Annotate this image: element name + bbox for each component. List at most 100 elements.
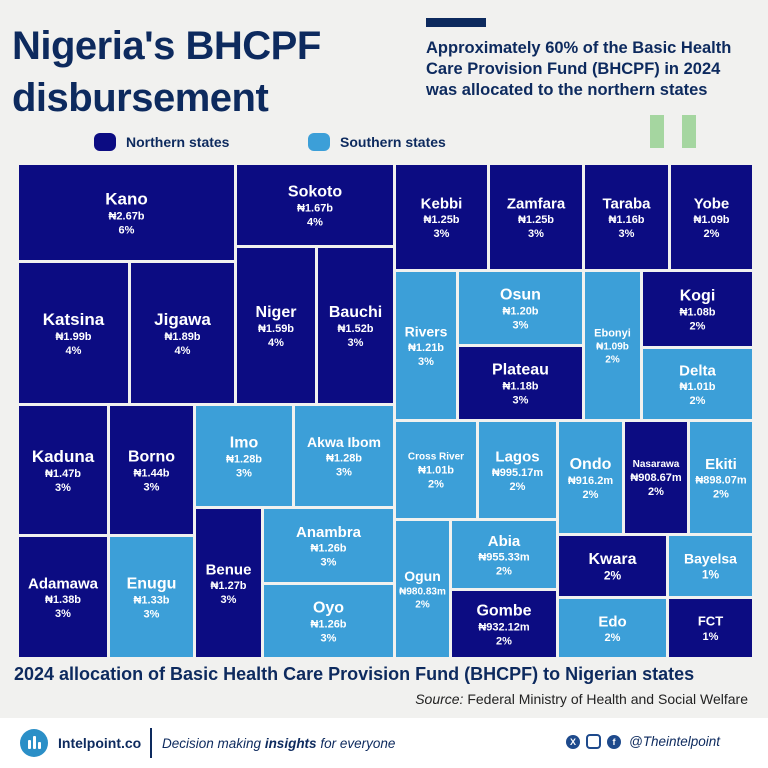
legend-southern-swatch <box>308 133 330 151</box>
treemap-label-share: 3% <box>434 228 450 240</box>
treemap-label-share: 3% <box>236 467 252 479</box>
social-links: X f @Theintelpoint <box>566 734 720 749</box>
treemap-label-amount: ₦1.59b <box>258 323 294 335</box>
intelpoint-logo-icon <box>20 729 48 757</box>
treemap-label-amount: ₦1.25b <box>518 214 554 226</box>
treemap-label-amount: ₦1.99b <box>55 331 91 343</box>
treemap-rect-taraba <box>585 165 668 269</box>
treemap-tile-ogun: Ogun ₦980.83m 2% <box>396 521 449 657</box>
page-title: Nigeria's BHCPF disbursement <box>12 24 321 120</box>
treemap-label-amount: ₦1.16b <box>608 214 644 226</box>
treemap-tile-plateau: Plateau₦1.18b 3% <box>459 347 582 419</box>
treemap-label-name: Bauchi <box>329 304 382 321</box>
treemap-rect-oyo <box>264 585 393 657</box>
treemap-tile-akwa-ibom: Akwa Ibom ₦1.28b 3% <box>295 406 393 506</box>
treemap-rect-kano <box>19 165 234 260</box>
treemap-label-share: 2% <box>428 478 444 490</box>
treemap-label-share: 2% <box>415 600 430 611</box>
source-line: Source: Federal Ministry of Health and S… <box>415 691 748 707</box>
treemap-tile-oyo: Oyo₦1.26b 3% <box>264 585 393 657</box>
x-icon[interactable]: X <box>566 734 580 749</box>
treemap-rect-bauchi <box>318 248 393 403</box>
treemap-tile-rivers: Rivers ₦1.21b 3% <box>396 272 456 419</box>
treemap-rect-kaduna <box>19 406 107 534</box>
treemap-label-share: 3% <box>55 482 71 494</box>
instagram-icon[interactable] <box>586 734 601 749</box>
treemap-label-name: Rivers <box>405 323 448 339</box>
treemap-label-name: Borno <box>128 449 175 466</box>
treemap-label-amount: ₦1.20b <box>502 305 538 317</box>
treemap-label-share: 1% <box>703 631 719 643</box>
treemap-tile-yobe: Yobe ₦1.09b 2% <box>671 165 752 269</box>
treemap-label-amount: ₦980.83m <box>399 587 446 598</box>
treemap-label-name: Lagos <box>495 448 539 465</box>
treemap-label-name: Sokoto <box>288 184 342 201</box>
treemap-tile-katsina: Katsina ₦1.99b 4% <box>19 263 128 403</box>
treemap-rect-edo <box>559 599 666 657</box>
treemap-rect-ekiti <box>690 422 752 533</box>
treemap-label-share: 3% <box>55 608 71 620</box>
treemap-label-name: Cross River <box>408 452 464 463</box>
treemap-rect-ebonyi <box>585 272 640 419</box>
treemap-label-amount: ₦2.67b <box>108 210 144 222</box>
treemap-label-amount: ₦1.01b <box>679 381 715 393</box>
treemap-label-share: 2% <box>496 635 512 647</box>
legend-northern-label: Northern states <box>126 134 230 150</box>
treemap-label-amount: ₦1.52b <box>337 323 373 335</box>
treemap-label-amount: ₦1.33b <box>133 594 169 606</box>
treemap-rect-borno <box>110 406 193 534</box>
treemap-rect-yobe <box>671 165 752 269</box>
treemap-label-name: Enugu <box>127 576 177 593</box>
treemap-label-name: Ogun <box>404 568 441 584</box>
treemap-tile-ondo: Ondo ₦916.2m 2% <box>559 422 622 533</box>
treemap-rect-lagos <box>479 422 556 518</box>
treemap-label-amount: ₦1.44b <box>133 467 169 479</box>
treemap-label-amount: ₦898.07m <box>695 474 747 486</box>
treemap-rect-katsina <box>19 263 128 403</box>
treemap-tile-fct: FCT 1% <box>669 599 752 657</box>
brand-name[interactable]: Intelpoint.co <box>58 735 142 751</box>
treemap-label-share: 3% <box>513 319 529 331</box>
treemap-rect-zamfara <box>490 165 582 269</box>
facebook-icon[interactable]: f <box>607 734 621 749</box>
treemap-rect-ondo <box>559 422 622 533</box>
treemap-label-name: FCT <box>698 614 723 629</box>
treemap-tile-edo: Edo 2% <box>559 599 666 657</box>
quote-mark-right <box>682 115 696 148</box>
treemap-label-share: 3% <box>144 608 160 620</box>
treemap-label-name: Abia <box>488 533 521 550</box>
treemap-rect-kwara <box>559 536 666 596</box>
treemap-label-name: Gombe <box>476 603 531 620</box>
quote-mark-left <box>650 115 664 148</box>
treemap-label-share: 3% <box>513 394 529 406</box>
treemap-tile-anambra: Anambra₦1.26b 3% <box>264 509 393 582</box>
treemap-label-amount: ₦1.09b <box>596 342 629 353</box>
treemap-rect-akwa-ibom <box>295 406 393 506</box>
treemap-label-share: 2% <box>496 565 512 577</box>
treemap-rect-jigawa <box>131 263 234 403</box>
treemap-tile-kebbi: Kebbi ₦1.25b 3% <box>396 165 487 269</box>
treemap-rect-kebbi <box>396 165 487 269</box>
treemap-label-amount: ₦1.28b <box>326 452 362 464</box>
treemap-label-name: Nasarawa <box>633 459 680 470</box>
treemap-rect-osun <box>459 272 582 344</box>
treemap-label-amount: ₦916.2m <box>568 475 613 487</box>
treemap-label-amount: ₦995.17m <box>492 467 544 479</box>
treemap-label-share: 3% <box>336 466 352 478</box>
treemap-rect-sokoto <box>237 165 393 245</box>
treemap-label-name: Osun <box>500 287 541 304</box>
treemap-label-share: 2% <box>583 489 599 501</box>
treemap-label-share: 3% <box>221 594 237 606</box>
treemap-label-share: 6% <box>119 224 135 236</box>
treemap-label-name: Delta <box>679 362 716 379</box>
treemap-label-share: 2% <box>690 320 706 332</box>
tagline: Decision making insights for everyone <box>162 736 396 751</box>
treemap-rect-enugu <box>110 537 193 657</box>
treemap-label-amount: ₦1.26b <box>310 542 346 554</box>
social-handle[interactable]: @Theintelpoint <box>629 734 721 749</box>
treemap-label-name: Kogi <box>680 288 716 305</box>
treemap-label-share: 3% <box>321 556 337 568</box>
treemap-label-name: Ebonyi <box>594 327 631 339</box>
treemap-tile-abia: Abia₦955.33m 2% <box>452 521 556 588</box>
